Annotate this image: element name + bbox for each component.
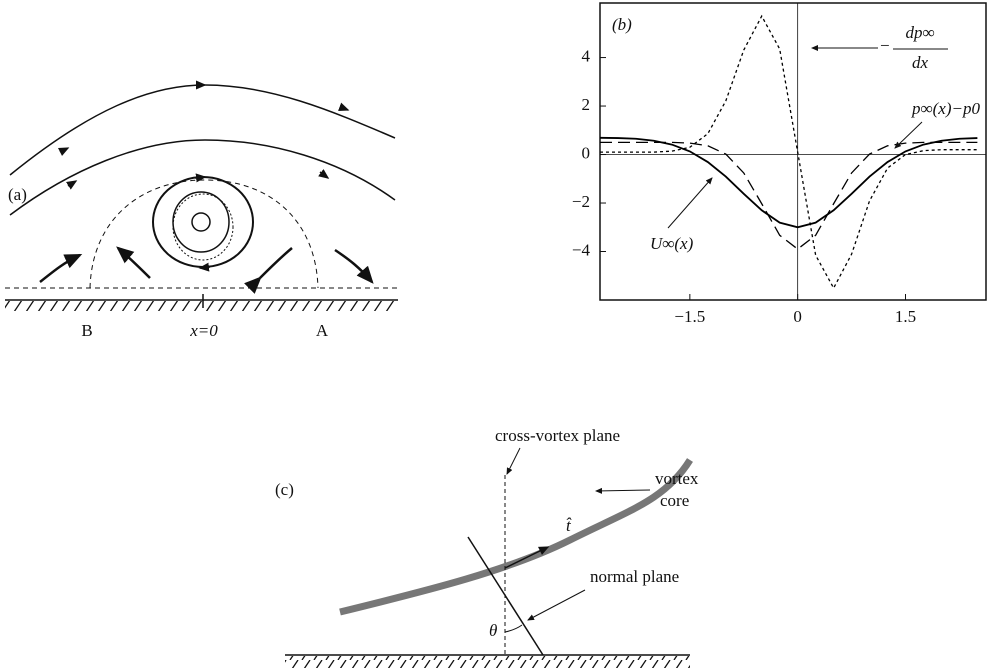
series-line	[600, 14, 978, 290]
y-tick-label: 4	[582, 46, 591, 65]
normal-label: normal plane	[590, 567, 679, 586]
annotation-arrow	[894, 121, 923, 149]
y-tick-label: −2	[572, 192, 590, 211]
marker-label: A	[316, 321, 329, 340]
marker-label: B	[81, 321, 92, 340]
curve-label: U∞(x)	[650, 234, 694, 253]
curve-label: −	[880, 36, 890, 55]
panel-label: (a)	[8, 185, 27, 204]
curve-label: dp∞	[905, 23, 934, 42]
curve-label: p∞(x)−p0	[911, 99, 980, 118]
series-line	[600, 141, 978, 250]
plot-frame	[599, 2, 987, 301]
panel-c	[285, 447, 693, 668]
angle-label: θ	[489, 621, 497, 640]
core-label: vortex	[655, 469, 699, 488]
core-label: core	[660, 491, 689, 510]
annotation-arrow	[667, 177, 713, 229]
y-tick-label: 2	[582, 95, 591, 114]
tangent-label: t̂	[566, 516, 572, 535]
x-tick-label: 1.5	[895, 307, 916, 326]
chart: −4 −2 0 2 4 −1.5 0 1.5	[572, 2, 987, 326]
panel-a	[5, 80, 398, 311]
x-tick-label: −1.5	[674, 307, 705, 326]
x-tick-label: 0	[793, 307, 802, 326]
y-tick-label: −4	[572, 240, 591, 259]
panel-label: (b)	[612, 15, 632, 34]
y-tick-label: 0	[582, 143, 591, 162]
plane-label: cross-vortex plane	[495, 426, 620, 445]
panel-label: (c)	[275, 480, 294, 499]
marker-label: x=0	[189, 321, 218, 340]
curve-label: dx	[912, 53, 929, 72]
